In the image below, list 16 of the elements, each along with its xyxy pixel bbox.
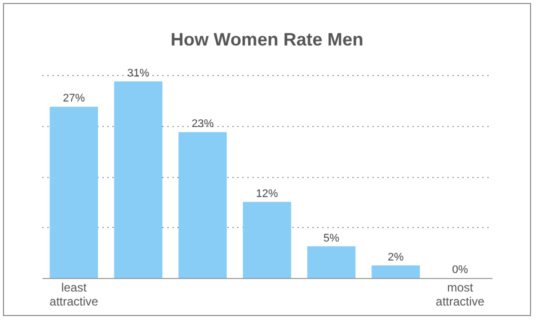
chart-title: How Women Rate Men [170,29,364,50]
bar [114,81,162,278]
data-label: 5% [323,232,340,244]
bar [50,106,98,278]
bar [307,246,356,278]
bar [242,202,292,278]
data-label: 23% [192,118,214,130]
x-tick-label: least attractive [50,280,99,308]
data-label: 12% [256,188,278,200]
data-label: 31% [127,67,150,80]
x-tick-label: most attractive [436,280,485,308]
data-label: 2% [388,251,404,264]
data-label: 27% [62,92,86,105]
bar [178,132,227,278]
bar [372,265,420,278]
data-label: 0% [452,264,468,276]
